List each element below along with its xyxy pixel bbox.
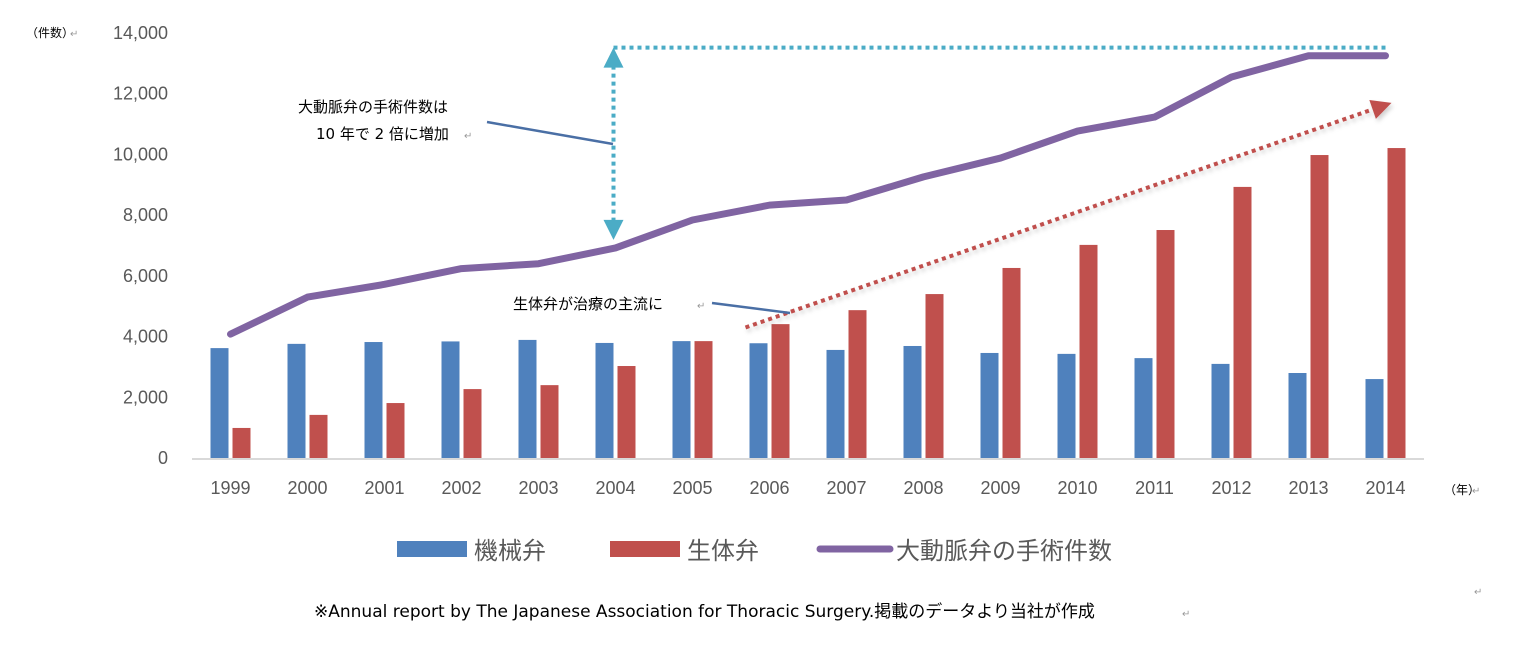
x-tick-label: 2004 [595, 478, 635, 498]
x-tick-label: 2010 [1057, 478, 1097, 498]
bar-bio [1079, 244, 1098, 458]
bars [210, 148, 1406, 459]
bio-trend-line [744, 107, 1374, 330]
bar-bio [694, 341, 713, 458]
x-tick-label: 2000 [287, 478, 327, 498]
x-tick-label: 2009 [980, 478, 1020, 498]
bio-mainstream-label: 生体弁が治療の主流に [513, 295, 663, 313]
bar-mechanical [1365, 379, 1384, 458]
bar-bio [1387, 148, 1406, 458]
legend-label-total: 大動脈弁の手術件数 [896, 537, 1112, 565]
bar-mechanical [1288, 373, 1307, 458]
legend-label-bio: 生体弁 [687, 537, 759, 565]
bio-leader-line [711, 301, 791, 315]
bar-mechanical [1211, 363, 1230, 458]
bar-bio [848, 310, 867, 458]
y-tick-label: 12,000 [113, 84, 168, 104]
y-axis-ticks: 0 2,000 4,000 6,000 8,000 10,000 12,000 14,000 [113, 23, 168, 468]
x-tick-label: 2007 [826, 478, 866, 498]
bar-mechanical [749, 343, 768, 458]
doubling-callout: 大動脈弁の手術件数は 10 年で 2 倍に増加 ↵ [298, 45, 1386, 240]
doubling-label-line-1: 大動脈弁の手術件数は [298, 98, 448, 116]
y-tick-label: 4,000 [123, 327, 168, 347]
bar-bio [771, 324, 790, 458]
y-tick-label: 6,000 [123, 266, 168, 286]
bar-mechanical [210, 348, 229, 458]
bar-mechanical [903, 345, 922, 458]
bar-bio [232, 427, 251, 458]
y-tick-label: 8,000 [123, 205, 168, 225]
bar-bio [463, 389, 482, 458]
return-mark: ↵ [70, 29, 78, 40]
x-tick-label: 2001 [364, 478, 404, 498]
bar-bio [540, 385, 559, 458]
x-tick-label: 2011 [1135, 478, 1174, 498]
x-tick-label: 2003 [518, 478, 558, 498]
bar-bio [1233, 186, 1252, 459]
legend: 機械弁 生体弁 大動脈弁の手術件数 [397, 537, 1112, 565]
bio-trend-arrow [744, 99, 1392, 330]
y-tick-label: 0 [158, 448, 168, 468]
y-tick-label: 14,000 [113, 23, 168, 43]
total-surgeries-line [227, 52, 1389, 338]
return-mark: ↵ [464, 131, 472, 142]
x-tick-label: 2012 [1211, 478, 1251, 498]
bar-bio [1002, 267, 1021, 458]
bar-mechanical [672, 341, 691, 458]
bar-bio [309, 414, 328, 458]
bar-mechanical [287, 343, 306, 458]
y-axis-unit: （件数） [26, 25, 74, 40]
x-tick-label: 2005 [672, 478, 712, 498]
return-mark: ↵ [1472, 486, 1480, 497]
x-tick-label: 2002 [441, 478, 481, 498]
x-axis-unit: （年） [1444, 483, 1480, 497]
return-mark: ↵ [697, 301, 705, 312]
legend-swatch-mechanical [397, 541, 467, 557]
bar-mechanical [980, 352, 999, 458]
legend-swatch-bio [610, 541, 680, 557]
y-tick-label: 10,000 [113, 144, 168, 164]
bar-bio [1310, 155, 1329, 459]
bar-mechanical [441, 341, 460, 458]
x-tick-label: 1999 [210, 478, 250, 498]
x-tick-label: 2008 [903, 478, 943, 498]
bar-mechanical [826, 349, 845, 458]
source-note: ※Annual report by The Japanese Associati… [314, 601, 1095, 622]
bio-callout: 生体弁が治療の主流に ↵ [513, 295, 791, 315]
legend-label-mechanical: 機械弁 [474, 537, 546, 565]
x-tick-label: 2014 [1365, 478, 1405, 498]
bar-mechanical [518, 339, 537, 458]
bar-bio [386, 403, 405, 458]
arrow-down-icon [603, 219, 624, 240]
bar-mechanical [364, 342, 383, 458]
x-tick-label: 2013 [1288, 478, 1328, 498]
doubling-label-line-2: 10 年で 2 倍に増加 [316, 125, 449, 143]
doubling-leader-line [486, 120, 614, 146]
return-mark: ↵ [1474, 587, 1482, 598]
arrow-up-icon [603, 47, 624, 68]
bar-mechanical [1057, 353, 1076, 458]
x-tick-label: 2006 [749, 478, 789, 498]
bar-mechanical [595, 342, 614, 458]
bar-mechanical [1134, 358, 1153, 458]
y-tick-label: 2,000 [123, 387, 168, 407]
return-mark: ↵ [1182, 609, 1190, 620]
bio-trend-arrowhead [1369, 99, 1392, 119]
bar-bio [617, 366, 636, 458]
x-axis-ticks: 1999 2000 2001 2002 2003 2004 2005 2006 2007 2008… [210, 478, 1405, 498]
bar-bio [925, 294, 944, 458]
bar-bio [1156, 230, 1175, 458]
